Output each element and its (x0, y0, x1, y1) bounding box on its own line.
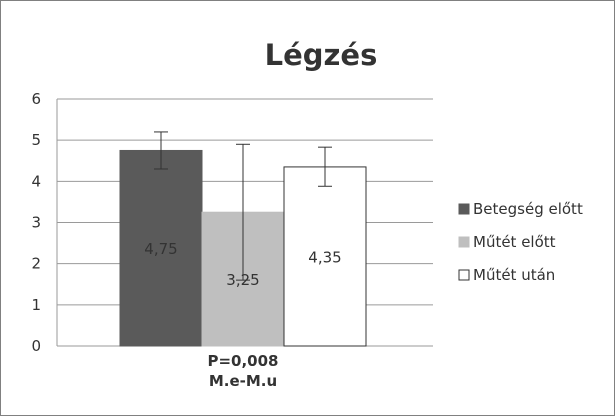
y-tick-label: 4 (31, 172, 41, 190)
x-category-label-line: P=0,008 (207, 352, 278, 370)
legend-swatch (458, 203, 470, 215)
y-tick-label: 1 (31, 296, 41, 314)
bar (283, 166, 367, 347)
legend-label: Betegség előtt (473, 200, 583, 218)
y-tick-label: 2 (31, 255, 41, 273)
y-axis-ticks: 0 1 2 3 4 5 6 (31, 90, 41, 355)
legend-label: Műtét előtt (473, 233, 556, 251)
data-labels: 4,75 3,25 4,35 (144, 240, 341, 289)
bar (119, 149, 203, 347)
error-bars (154, 131, 332, 281)
y-tick-label: 0 (31, 337, 41, 355)
y-tick-label: 6 (31, 90, 41, 108)
data-label: 4,35 (308, 248, 341, 266)
legend-swatch (458, 236, 470, 248)
data-label: 3,25 (226, 271, 259, 289)
data-label: 4,75 (144, 240, 177, 258)
legend: Betegség előtt Műtét előtt Műtét után (458, 200, 583, 284)
legend-swatch (458, 269, 470, 281)
chart-title: Légzés (265, 38, 378, 72)
y-tick-label: 5 (31, 131, 41, 149)
legend-label: Műtét után (473, 266, 555, 284)
x-category-label: P=0,008 M.e-M.u (207, 352, 278, 390)
x-category-label-line: M.e-M.u (209, 372, 277, 390)
y-tick-label: 3 (31, 214, 41, 232)
